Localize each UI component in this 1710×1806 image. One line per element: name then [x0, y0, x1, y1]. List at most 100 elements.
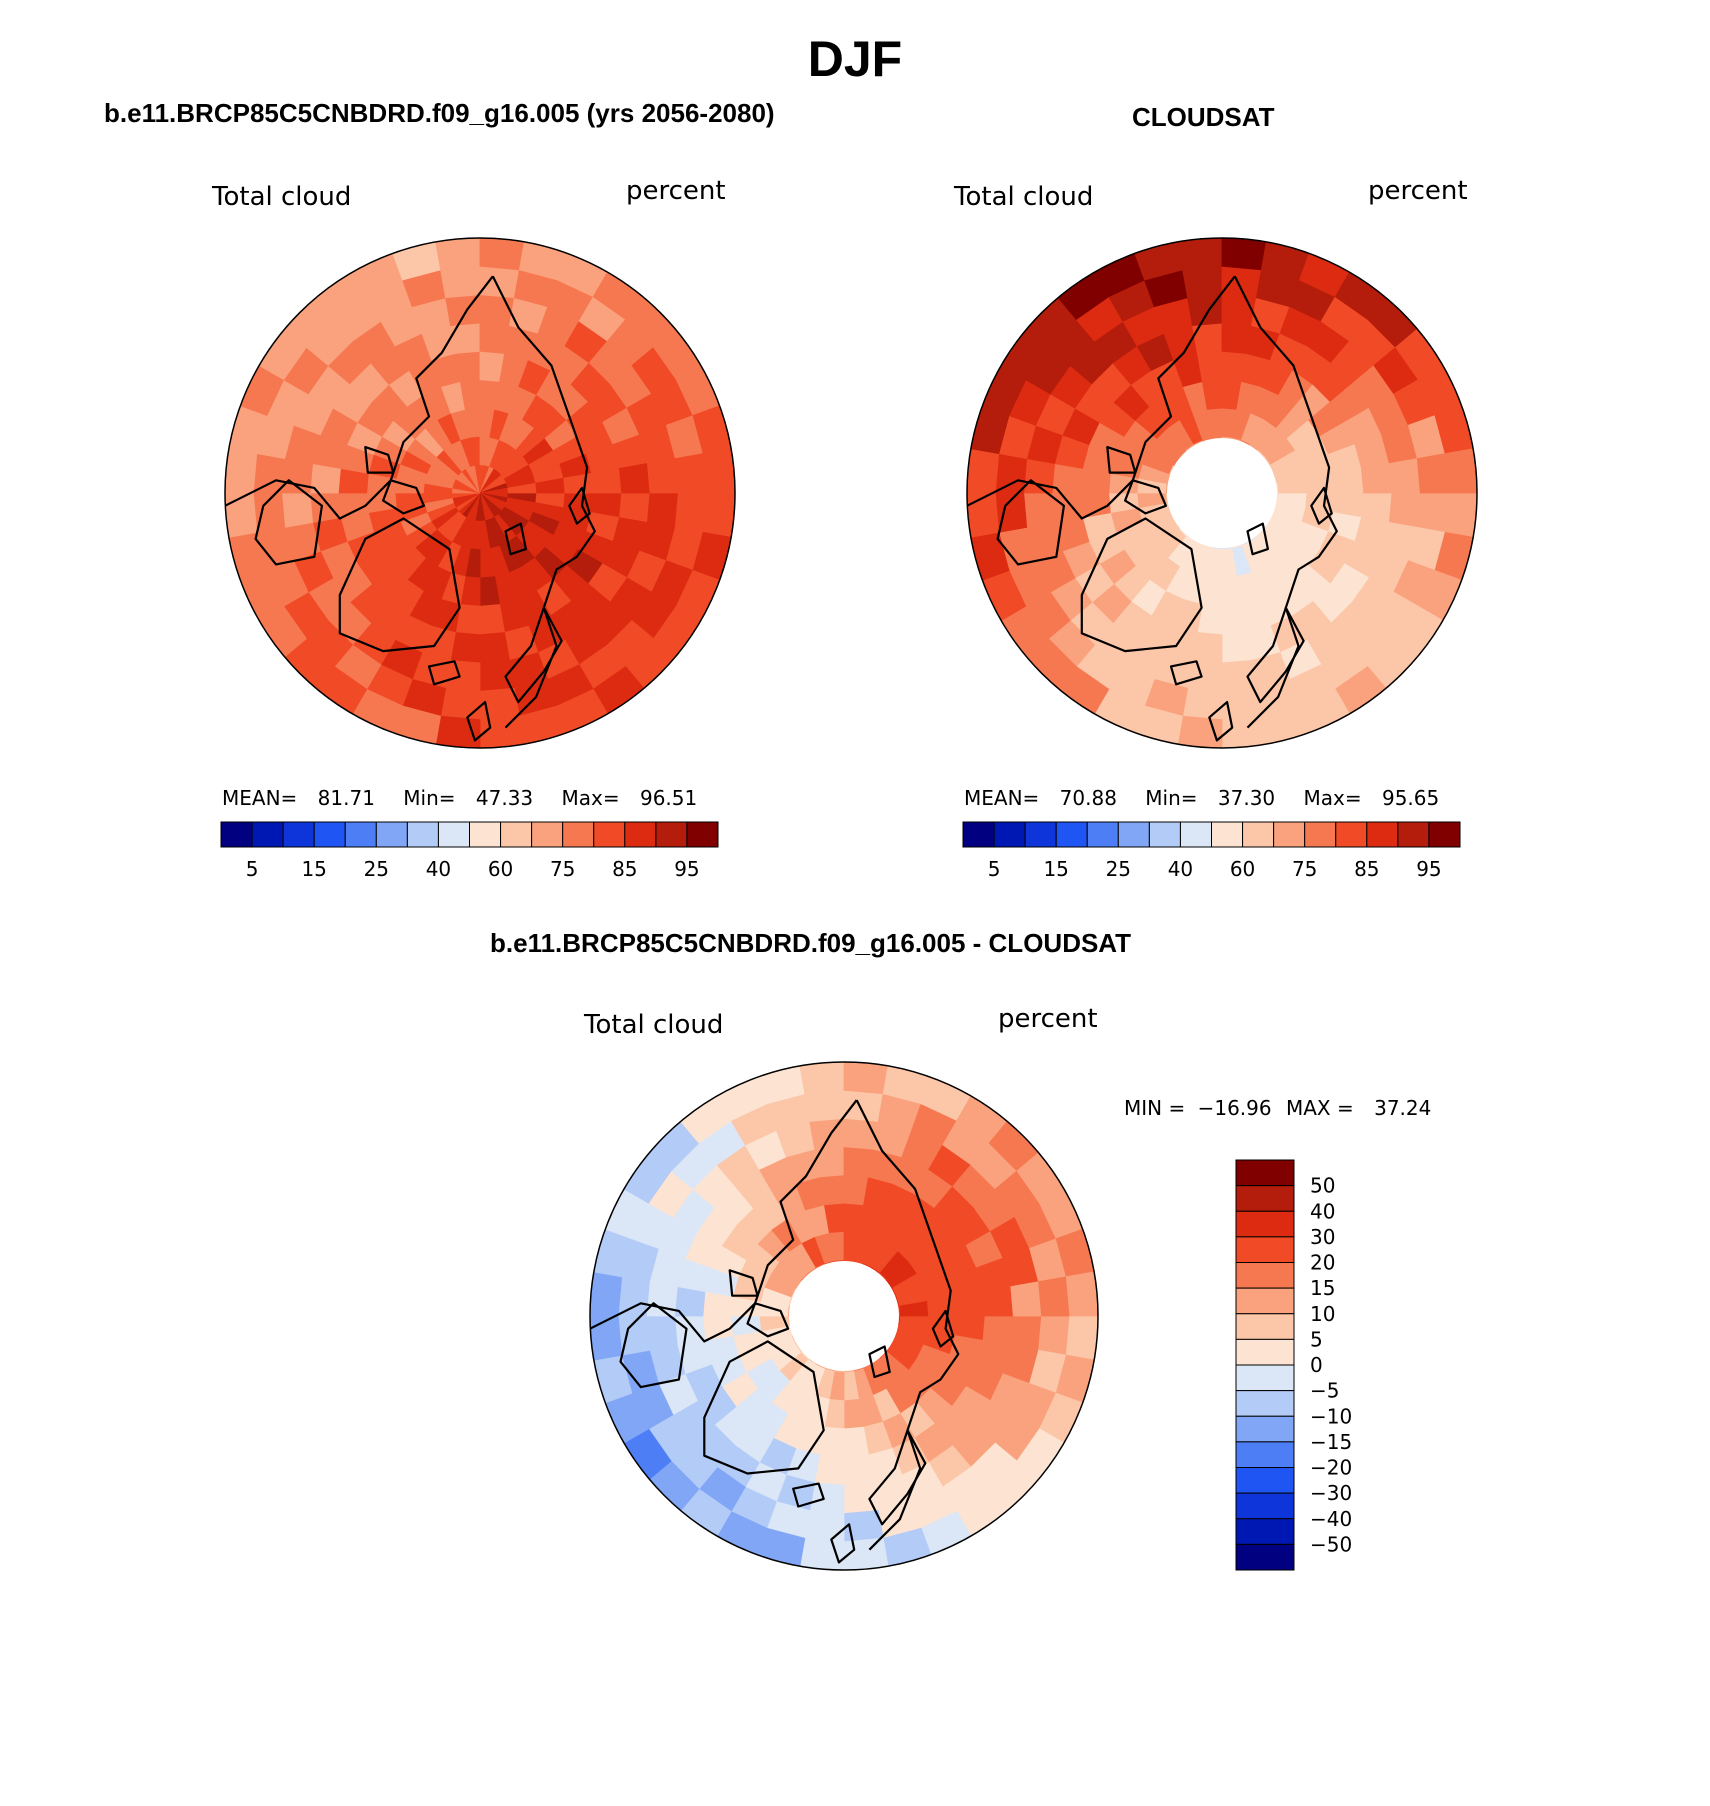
- map-border-2: [966, 237, 1478, 749]
- coastlines: [590, 1099, 960, 1564]
- map-cell: [1221, 265, 1262, 299]
- map-border-3: [589, 1061, 1099, 1571]
- map-cell: [1182, 687, 1223, 721]
- map-cell: [479, 659, 515, 692]
- map-cell: [1388, 492, 1421, 528]
- panel2-variable-label: Total cloud: [954, 182, 1094, 212]
- map-cell: [1221, 715, 1267, 748]
- panel2-mean-label: MEAN=: [964, 786, 1040, 810]
- map-cell: [1416, 453, 1450, 494]
- coastline-path: [1246, 522, 1269, 556]
- colorbar-tick-label: −30: [1310, 1481, 1352, 1505]
- map-cell: [843, 1537, 889, 1570]
- colorbar-box: [437, 821, 470, 848]
- map-cell: [252, 453, 286, 494]
- colorbar-tick-label: −40: [1310, 1507, 1352, 1531]
- map-panel-2: [966, 237, 1478, 749]
- colorbar-tick-label: 30: [1310, 1225, 1335, 1249]
- colorbar-box: [1273, 821, 1306, 848]
- panel3-stats: MIN = −16.96 MAX = 37.24: [1124, 1096, 1431, 1120]
- colorbar-box: [1428, 821, 1461, 848]
- map-cell: [1444, 448, 1477, 494]
- map-cell: [809, 1482, 845, 1515]
- map-cell: [1010, 1315, 1043, 1351]
- coastline-path: [254, 479, 323, 566]
- colorbar-box: [1235, 1313, 1295, 1340]
- panel1-stats: MEAN= 81.71 Min= 47.33 Max= 96.51: [222, 786, 697, 810]
- map-cell: [1192, 322, 1223, 354]
- panel1-min-value: 47.33: [475, 786, 534, 810]
- colorbar-tick-label: −50: [1310, 1532, 1352, 1556]
- map-cell: [435, 238, 481, 271]
- colorbar-tick-label: −20: [1310, 1456, 1352, 1480]
- colorbar-tick-label: 75: [1292, 857, 1317, 881]
- colorbar-box: [1024, 821, 1057, 848]
- map-cell: [967, 492, 1000, 538]
- colorbar-tick-label: 15: [301, 857, 326, 881]
- map-cell: [1444, 492, 1477, 538]
- map-cell: [435, 715, 481, 748]
- map-cell: [479, 715, 525, 748]
- colorbar-box: [1235, 1236, 1295, 1263]
- map-cell: [1221, 238, 1267, 271]
- figure-title: DJF: [807, 31, 903, 87]
- coastline-path: [1106, 446, 1137, 474]
- coastline-path: [1080, 517, 1203, 653]
- colorbar-box: [1235, 1467, 1295, 1494]
- panel3-min-label: MIN =: [1124, 1096, 1186, 1120]
- coastline-path: [1246, 606, 1305, 704]
- coastline-path: [1208, 701, 1234, 742]
- coastline-path: [746, 1302, 790, 1338]
- panel3-title: b.e11.BRCP85C5CNBDRD.f09_g16.005 - CLOUD…: [490, 928, 1132, 958]
- panel2-min-label: Min=: [1145, 786, 1198, 810]
- panel1-variable-label: Total cloud: [212, 182, 352, 212]
- colorbar-box: [1235, 1185, 1295, 1212]
- colorbar-box: [531, 821, 564, 848]
- map-field-2: [967, 238, 1477, 748]
- colorbar-tick-label: 25: [364, 857, 389, 881]
- map-cell: [619, 463, 651, 494]
- map-panel-3: [589, 1061, 1099, 1571]
- colorbar-tick-label: 40: [426, 857, 451, 881]
- colorbar-box: [469, 821, 502, 848]
- pole-no-data-hole: [789, 1261, 899, 1371]
- coastline-path: [728, 1269, 759, 1297]
- map-cell: [1361, 463, 1393, 494]
- coastline-path: [830, 1523, 856, 1564]
- map-cell: [1221, 632, 1252, 664]
- panel1-mean-value: 81.71: [317, 786, 375, 810]
- coastline-path: [590, 1099, 858, 1343]
- colorbar-box: [406, 821, 439, 848]
- map-cell: [702, 492, 735, 538]
- map-cell: [590, 1315, 623, 1361]
- colorbar-box: [962, 821, 995, 848]
- colorbar-box: [1179, 821, 1212, 848]
- colorbar-box: [1335, 821, 1368, 848]
- map-cell: [1051, 492, 1083, 523]
- maps-layer: [224, 237, 1478, 1571]
- map-cell: [799, 1537, 845, 1570]
- colorbar-tick-label: 10: [1310, 1302, 1335, 1326]
- coastline-path: [792, 1482, 825, 1508]
- colorbar-box: [1235, 1338, 1295, 1366]
- coastline-path: [504, 522, 527, 556]
- colorbar-tick-label: 60: [1230, 857, 1255, 881]
- colorbar-box: [1117, 821, 1150, 848]
- panel3-max-value: 37.24: [1374, 1096, 1432, 1120]
- colorbar-tick-label: −5: [1310, 1379, 1339, 1403]
- coastline-path: [967, 275, 1236, 520]
- map-cell: [1416, 492, 1450, 533]
- colorbar-box: [686, 821, 719, 848]
- map-cell: [479, 265, 520, 299]
- colorbars-layer: 5 15 25 40 60 75 85 95 5 15 25 40 60 75 85 955040302015…: [220, 821, 1461, 1571]
- panel2-max-label: Max=: [1303, 786, 1362, 810]
- colorbar-tick-label: 95: [1416, 857, 1441, 881]
- colorbar-box: [1235, 1441, 1295, 1468]
- map-field-3: [590, 1062, 1098, 1570]
- panel2-title: CLOUDSAT: [1132, 102, 1275, 132]
- panel2-max-value: 95.65: [1381, 786, 1440, 810]
- map-cell: [1065, 1315, 1098, 1361]
- map-cell: [1010, 1281, 1043, 1317]
- colorbar-box: [562, 821, 595, 848]
- map-cell: [799, 1062, 845, 1095]
